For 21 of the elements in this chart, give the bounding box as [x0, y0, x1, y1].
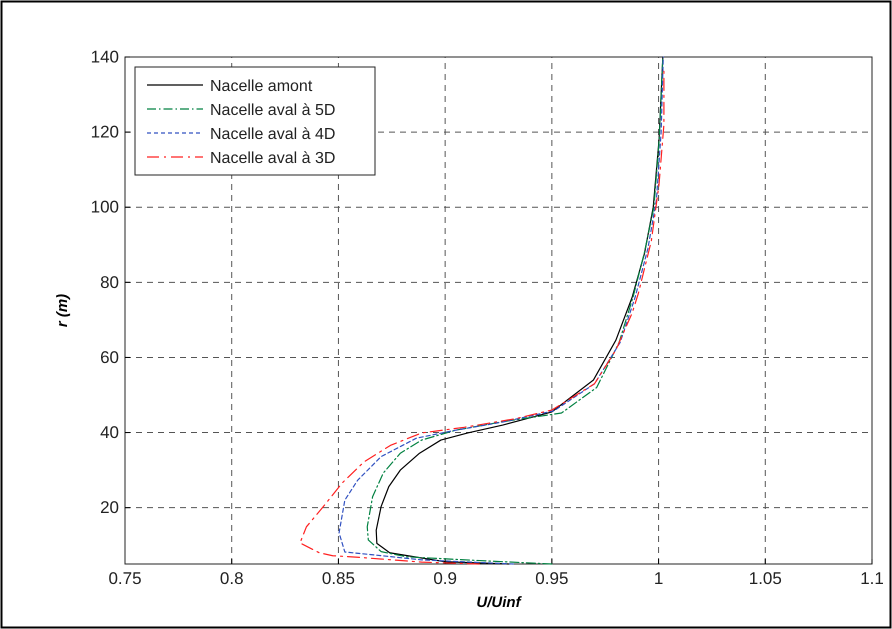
y-tick-label: 20	[100, 498, 119, 518]
y-tick-label: 120	[90, 122, 119, 142]
x-tick-label: 1	[654, 569, 664, 588]
x-tick-label: 1.05	[748, 569, 782, 588]
y-tick-label: 40	[100, 422, 119, 442]
x-tick-label: 1.1	[860, 569, 884, 588]
x-tick-label: 0.8	[220, 569, 244, 588]
x-tick-label: 0.85	[322, 569, 355, 588]
y-axis-title: r (m)	[54, 294, 71, 328]
y-tick-label: 60	[100, 348, 119, 367]
x-tick-label: 0.9	[433, 569, 457, 588]
x-tick-label: 0.75	[108, 569, 142, 588]
x-tick-label: 0.95	[535, 569, 568, 588]
legend-label: Nacelle amont	[210, 78, 313, 95]
x-axis-title: U/Uinf	[476, 594, 523, 611]
legend-label: Nacelle aval à 4D	[210, 126, 336, 143]
y-tick-label: 100	[90, 198, 119, 217]
y-tick-label: 140	[90, 47, 119, 66]
y-tick-label: 80	[100, 272, 119, 292]
legend-label: Nacelle aval à 5D	[210, 102, 336, 119]
legend-label: Nacelle aval à 3D	[210, 150, 336, 167]
